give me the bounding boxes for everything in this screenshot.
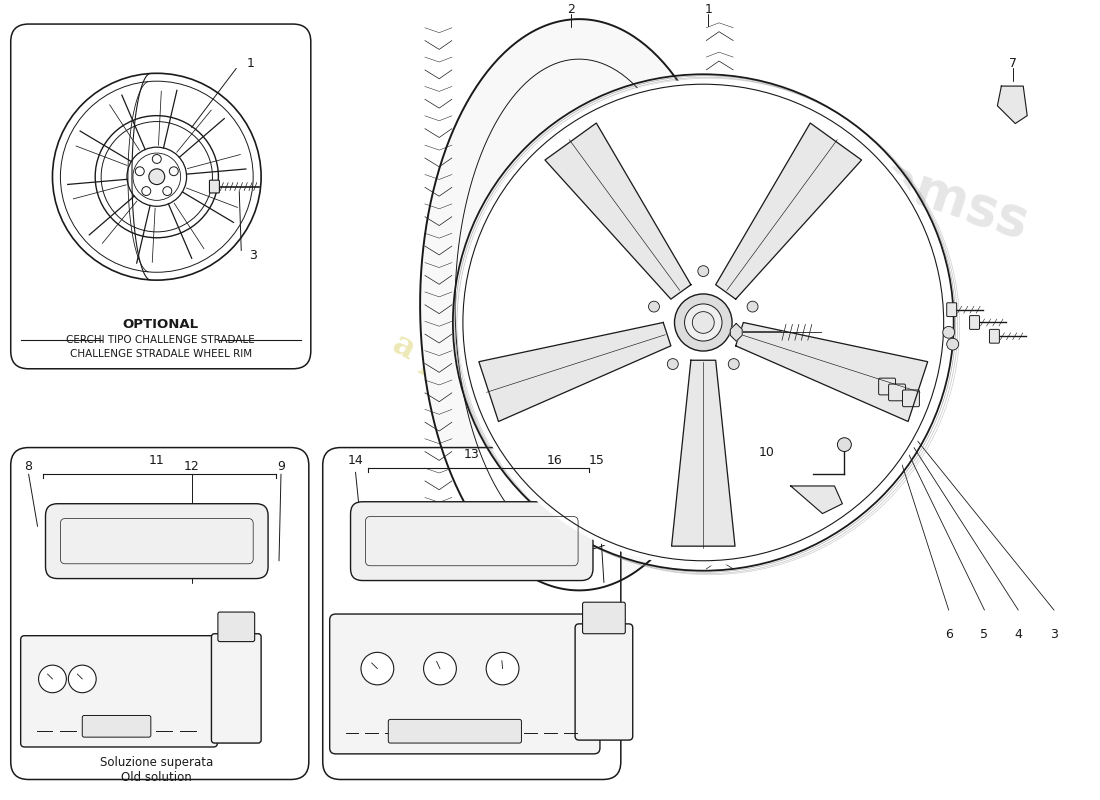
FancyBboxPatch shape: [388, 719, 521, 743]
Polygon shape: [736, 322, 927, 422]
Circle shape: [668, 358, 679, 370]
Circle shape: [674, 294, 733, 351]
Text: 7: 7: [1010, 57, 1018, 70]
Text: autodiagramss: autodiagramss: [600, 64, 1036, 250]
Circle shape: [697, 266, 708, 277]
Text: Old solution: Old solution: [121, 771, 192, 784]
Polygon shape: [716, 123, 861, 299]
Circle shape: [692, 312, 714, 334]
FancyBboxPatch shape: [218, 612, 255, 642]
Text: 3: 3: [250, 249, 257, 262]
Polygon shape: [672, 360, 735, 546]
Text: 8: 8: [24, 460, 33, 473]
FancyBboxPatch shape: [45, 504, 268, 578]
Text: 12: 12: [184, 460, 199, 473]
Circle shape: [424, 652, 456, 685]
Polygon shape: [998, 86, 1027, 123]
Circle shape: [62, 82, 252, 271]
Circle shape: [747, 301, 758, 312]
Circle shape: [458, 79, 948, 566]
Polygon shape: [544, 123, 691, 299]
Text: 14: 14: [348, 454, 363, 467]
Text: CERCHI TIPO CHALLENGE STRADALE: CERCHI TIPO CHALLENGE STRADALE: [66, 335, 255, 346]
Text: 3: 3: [1050, 628, 1058, 642]
Circle shape: [649, 301, 660, 312]
FancyBboxPatch shape: [575, 624, 632, 740]
Text: 2: 2: [568, 2, 575, 16]
Text: 1: 1: [246, 57, 254, 70]
Circle shape: [148, 169, 165, 185]
FancyBboxPatch shape: [11, 24, 311, 369]
FancyBboxPatch shape: [989, 330, 1000, 343]
Polygon shape: [791, 486, 843, 514]
Text: a passion for parts: a passion for parts: [387, 326, 711, 519]
FancyBboxPatch shape: [322, 447, 620, 779]
FancyBboxPatch shape: [11, 447, 309, 779]
Text: 6: 6: [945, 628, 953, 642]
Text: 10: 10: [759, 446, 774, 459]
FancyBboxPatch shape: [583, 602, 625, 634]
Circle shape: [837, 438, 851, 451]
FancyBboxPatch shape: [902, 390, 920, 406]
FancyBboxPatch shape: [209, 180, 219, 193]
FancyBboxPatch shape: [879, 378, 895, 395]
Text: 13: 13: [464, 448, 480, 461]
Text: 4: 4: [1014, 628, 1022, 642]
FancyBboxPatch shape: [21, 636, 218, 747]
FancyBboxPatch shape: [969, 315, 979, 330]
Circle shape: [684, 304, 722, 341]
Circle shape: [728, 358, 739, 370]
FancyBboxPatch shape: [889, 384, 905, 401]
Text: 5: 5: [980, 628, 989, 642]
Text: 15: 15: [588, 454, 605, 467]
Text: 9: 9: [277, 460, 285, 473]
Circle shape: [68, 665, 96, 693]
Text: 11: 11: [148, 454, 165, 467]
FancyBboxPatch shape: [947, 302, 957, 317]
Circle shape: [947, 338, 958, 350]
FancyBboxPatch shape: [82, 715, 151, 737]
Circle shape: [39, 665, 66, 693]
Polygon shape: [730, 323, 743, 341]
Circle shape: [361, 652, 394, 685]
Text: 16: 16: [547, 454, 562, 467]
Text: Soluzione superata: Soluzione superata: [100, 756, 213, 770]
Polygon shape: [420, 19, 738, 590]
Circle shape: [486, 652, 519, 685]
Circle shape: [943, 326, 955, 338]
Text: CHALLENGE STRADALE WHEEL RIM: CHALLENGE STRADALE WHEEL RIM: [69, 349, 252, 359]
FancyBboxPatch shape: [330, 614, 600, 754]
FancyBboxPatch shape: [211, 634, 261, 743]
Text: 1: 1: [704, 2, 712, 16]
Text: OPTIONAL: OPTIONAL: [123, 318, 199, 331]
FancyBboxPatch shape: [351, 502, 593, 581]
Polygon shape: [478, 322, 671, 422]
